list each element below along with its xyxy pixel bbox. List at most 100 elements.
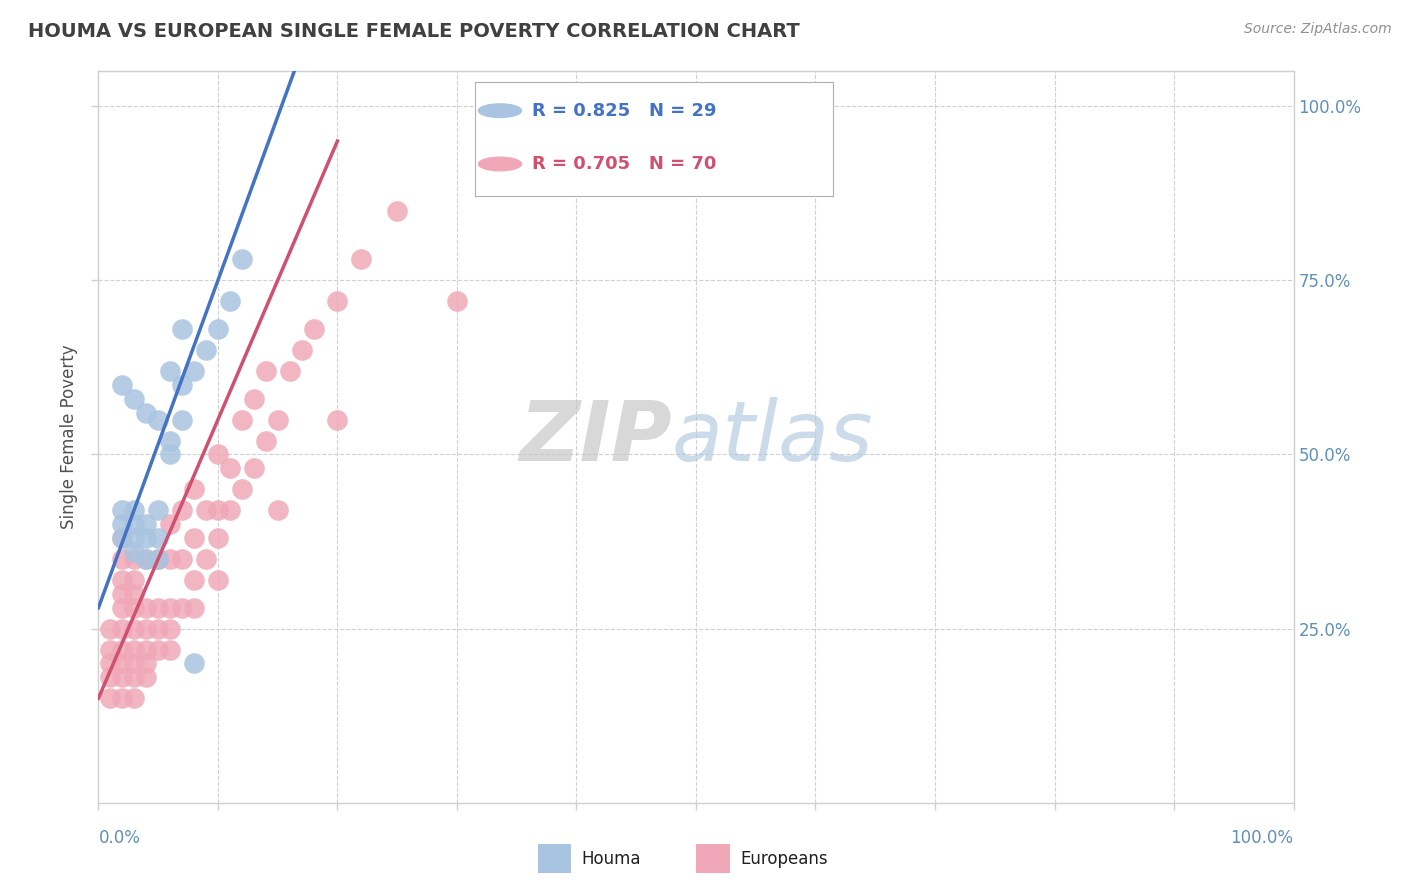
- Point: [446, 294, 468, 309]
- Point: [111, 503, 134, 517]
- Point: [135, 642, 157, 657]
- Point: [183, 364, 205, 378]
- Point: [172, 600, 194, 615]
- Point: [124, 600, 146, 615]
- Bar: [537, 844, 571, 873]
- Point: [111, 642, 134, 657]
- Point: [111, 622, 134, 636]
- Point: [267, 503, 290, 517]
- Point: [111, 600, 134, 615]
- Point: [243, 392, 266, 406]
- Text: 100.0%: 100.0%: [1230, 829, 1294, 847]
- Point: [172, 377, 194, 392]
- Point: [98, 642, 122, 657]
- Point: [98, 657, 122, 671]
- Point: [278, 364, 301, 378]
- Text: atlas: atlas: [672, 397, 873, 477]
- Point: [124, 517, 146, 532]
- Point: [254, 434, 277, 448]
- Point: [111, 531, 134, 545]
- Point: [326, 294, 349, 309]
- Point: [207, 503, 229, 517]
- Point: [148, 412, 170, 426]
- Point: [159, 622, 181, 636]
- Point: [231, 483, 253, 497]
- Point: [135, 657, 157, 671]
- Point: [148, 552, 170, 566]
- Point: [148, 531, 170, 545]
- Y-axis label: Single Female Poverty: Single Female Poverty: [60, 345, 79, 529]
- Point: [243, 461, 266, 475]
- Point: [124, 531, 146, 545]
- Point: [183, 600, 205, 615]
- Point: [231, 412, 253, 426]
- Point: [207, 573, 229, 587]
- Point: [159, 600, 181, 615]
- Point: [172, 503, 194, 517]
- Text: HOUMA VS EUROPEAN SINGLE FEMALE POVERTY CORRELATION CHART: HOUMA VS EUROPEAN SINGLE FEMALE POVERTY …: [28, 22, 800, 41]
- Point: [267, 412, 290, 426]
- Point: [98, 622, 122, 636]
- Point: [326, 412, 349, 426]
- Text: Source: ZipAtlas.com: Source: ZipAtlas.com: [1244, 22, 1392, 37]
- Text: 0.0%: 0.0%: [98, 829, 141, 847]
- Point: [219, 294, 242, 309]
- Point: [135, 622, 157, 636]
- Point: [111, 377, 134, 392]
- Point: [135, 600, 157, 615]
- Point: [124, 573, 146, 587]
- Point: [98, 691, 122, 706]
- Point: [124, 642, 146, 657]
- Point: [291, 343, 314, 357]
- Circle shape: [478, 103, 522, 118]
- Point: [135, 517, 157, 532]
- Point: [135, 531, 157, 545]
- Point: [148, 622, 170, 636]
- Point: [207, 322, 229, 336]
- Point: [124, 670, 146, 684]
- Point: [183, 483, 205, 497]
- Text: Houma: Houma: [582, 849, 641, 868]
- Point: [111, 573, 134, 587]
- Text: R = 0.825   N = 29: R = 0.825 N = 29: [533, 102, 717, 120]
- Point: [207, 531, 229, 545]
- Point: [111, 517, 134, 532]
- Point: [159, 517, 181, 532]
- Point: [219, 461, 242, 475]
- Point: [135, 670, 157, 684]
- Point: [124, 503, 146, 517]
- Text: Europeans: Europeans: [740, 849, 828, 868]
- Point: [159, 364, 181, 378]
- Point: [124, 622, 146, 636]
- Point: [124, 657, 146, 671]
- Point: [111, 552, 134, 566]
- Point: [111, 657, 134, 671]
- Text: ZIP: ZIP: [519, 397, 672, 477]
- Point: [194, 343, 218, 357]
- Point: [159, 434, 181, 448]
- Point: [148, 552, 170, 566]
- Point: [183, 573, 205, 587]
- Point: [159, 552, 181, 566]
- Point: [124, 552, 146, 566]
- Point: [194, 552, 218, 566]
- Point: [124, 691, 146, 706]
- Point: [302, 322, 325, 336]
- Point: [172, 412, 194, 426]
- Point: [111, 531, 134, 545]
- Text: R = 0.705   N = 70: R = 0.705 N = 70: [533, 155, 717, 173]
- Point: [124, 392, 146, 406]
- Point: [124, 545, 146, 559]
- Point: [135, 552, 157, 566]
- Point: [148, 642, 170, 657]
- Point: [159, 642, 181, 657]
- Point: [124, 587, 146, 601]
- Point: [98, 670, 122, 684]
- Point: [231, 252, 253, 267]
- Point: [254, 364, 277, 378]
- Point: [148, 503, 170, 517]
- Point: [159, 448, 181, 462]
- Circle shape: [478, 157, 522, 170]
- Point: [135, 552, 157, 566]
- Point: [111, 587, 134, 601]
